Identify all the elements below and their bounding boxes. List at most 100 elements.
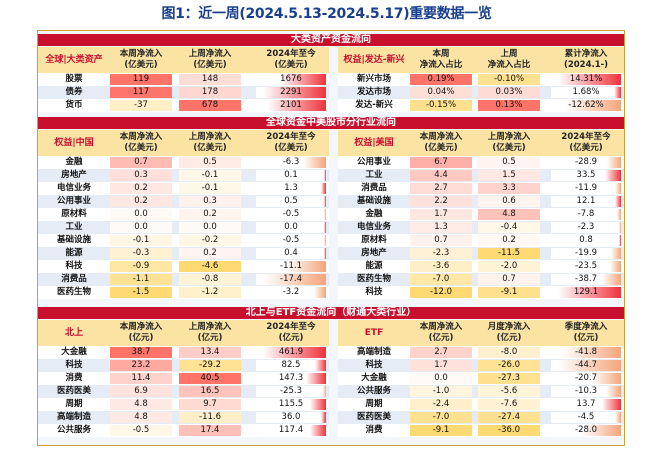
rights-flow-table: 权益|发达-新兴 本周 净流入占比 上周 净流入占比 累计净流入 (2024.1-) 新兴市场… bbox=[338, 47, 624, 112]
us-sector-table: 权益|美国 本周净流入 (亿美元) 上周净流入 (亿美元) 2024年至今 (亿美元) 公用事… bbox=[338, 130, 624, 299]
column-header: 季度净流入 (亿元) bbox=[564, 322, 608, 343]
bar-value: -3.2 bbox=[282, 287, 300, 297]
value-cell: 0.2 bbox=[110, 183, 172, 194]
bar-value: -0.5 bbox=[282, 235, 300, 245]
table-row: 股票 119 148 1676 bbox=[38, 73, 329, 86]
row-label-header: 权益|美国 bbox=[354, 137, 394, 148]
row-label: 科技 bbox=[65, 261, 83, 271]
row-label: 消费 bbox=[365, 425, 383, 435]
row-label: 消费品 bbox=[361, 183, 387, 193]
bar-track bbox=[256, 157, 326, 168]
value-cell: 0.13% bbox=[478, 100, 540, 111]
bar-track bbox=[551, 248, 621, 259]
table-row: 工业 4.4 1.5 33.5 bbox=[338, 169, 624, 182]
value-cell: -2.0 bbox=[478, 261, 540, 272]
table-row: 周期 4.8 9.7 115.5 bbox=[38, 398, 329, 411]
column-header: 上周净流入 (亿元) bbox=[188, 322, 232, 343]
data-bar bbox=[268, 100, 326, 111]
value-cell: -2.4 bbox=[410, 399, 472, 410]
data-bar bbox=[324, 209, 326, 220]
table-row: 公共服务 -0.5 17.4 117.4 bbox=[38, 424, 329, 437]
table-row: 基础设施 -0.1 -0.2 -0.5 bbox=[38, 234, 329, 247]
row-label: 房地产 bbox=[361, 248, 387, 258]
bar-value: -23.5 bbox=[575, 261, 597, 271]
column-header: 本周净流入 (亿美元) bbox=[119, 49, 163, 70]
table-row: 医药生物 -1.5 -1.2 -3.2 bbox=[38, 286, 329, 299]
value-cell: 0.7 bbox=[110, 157, 172, 168]
table-header: 权益|美国 本周净流入 (亿美元) 上周净流入 (亿美元) 2024年至今 (亿美元) bbox=[338, 130, 624, 156]
row-label: 能源 bbox=[365, 261, 383, 271]
data-bar bbox=[602, 399, 621, 410]
value-cell: 40.5 bbox=[179, 373, 241, 384]
bar-value: -11.9 bbox=[575, 183, 597, 193]
data-bar bbox=[310, 399, 326, 410]
row-label: 新兴市场 bbox=[356, 74, 391, 84]
value-cell: -0.4 bbox=[478, 222, 540, 233]
value-cell: 0.0 bbox=[179, 222, 241, 233]
row-label: 周期 bbox=[365, 399, 383, 409]
value-cell: -2.3 bbox=[410, 248, 472, 259]
value-cell: 0.3 bbox=[179, 196, 241, 207]
table-row: 原材料 0.7 0.2 0.8 bbox=[338, 234, 624, 247]
column-header: 上周净流入 (亿美元) bbox=[188, 132, 232, 153]
value-cell: -1.2 bbox=[179, 287, 241, 298]
data-bar bbox=[605, 170, 621, 181]
value-cell: 38.7 bbox=[110, 347, 172, 358]
table-row: 电信业务 1.3 -0.4 -2.3 bbox=[338, 221, 624, 234]
value-cell: 0.2 bbox=[179, 209, 241, 220]
row-label: 高端制造 bbox=[356, 347, 391, 357]
table-row: 能源 -0.3 0.2 0.4 bbox=[38, 247, 329, 260]
data-bar bbox=[602, 274, 621, 285]
table-row: 房地产 -2.3 -11.5 -19.9 bbox=[338, 247, 624, 260]
value-cell: 0.0 bbox=[110, 209, 172, 220]
data-bar bbox=[558, 74, 621, 85]
bar-track bbox=[256, 399, 326, 410]
data-bar bbox=[263, 347, 326, 358]
row-label: 大金融 bbox=[361, 373, 387, 383]
data-bar bbox=[619, 222, 621, 233]
data-bar bbox=[565, 100, 621, 111]
table-row: 高端制造 2.7 -8.0 -41.8 bbox=[338, 346, 624, 359]
bar-track bbox=[551, 399, 621, 410]
value-cell: -0.8 bbox=[179, 274, 241, 285]
column-header: 2024年至今 (亿美元) bbox=[561, 132, 611, 153]
value-cell: 4.8 bbox=[110, 412, 172, 423]
bar-value: 0.1 bbox=[284, 170, 298, 180]
value-cell: -0.9 bbox=[110, 261, 172, 272]
bar-value: -38.7 bbox=[575, 274, 597, 284]
bar-value: -25.3 bbox=[280, 386, 302, 396]
bar-value: -4.5 bbox=[577, 412, 595, 422]
bar-track bbox=[551, 87, 621, 98]
value-cell: 119 bbox=[110, 74, 172, 85]
data-bar bbox=[324, 248, 326, 259]
data-bar bbox=[607, 157, 621, 168]
bar-value: -41.8 bbox=[575, 347, 597, 357]
row-label: 医药医美 bbox=[56, 386, 91, 396]
value-cell: -37 bbox=[110, 100, 172, 111]
bar-track bbox=[256, 222, 326, 233]
column-header: 累计净流入 (2024.1-) bbox=[563, 49, 609, 70]
data-bar bbox=[324, 222, 326, 233]
data-bar bbox=[324, 196, 326, 207]
value-cell: -0.15% bbox=[410, 100, 472, 111]
table-row: 发达-新兴 -0.15% 0.13% -12.62% bbox=[338, 99, 624, 112]
table-row: 大金融 0.0 -27.3 -20.7 bbox=[338, 372, 624, 385]
etf-table: ETF 本周净流入 (亿元) 月度净流入 (亿元) 季度净流入 (亿元) 高端制造 2.7 -8.… bbox=[338, 320, 624, 437]
column-header: 本周净流入 (亿美元) bbox=[119, 132, 163, 153]
table-row: 医药医美 6.9 16.5 -25.3 bbox=[38, 385, 329, 398]
value-cell: -1.1 bbox=[110, 274, 172, 285]
table-row: 货币 -37 678 2101 bbox=[38, 99, 329, 112]
bar-value: -28.9 bbox=[575, 157, 597, 167]
table-row: 科技 -0.9 -4.6 -11.1 bbox=[38, 260, 329, 273]
row-label: 医药生物 bbox=[356, 274, 391, 284]
bar-value: 117.4 bbox=[278, 425, 304, 435]
value-cell: 6.7 bbox=[410, 157, 472, 168]
bar-value: 461.9 bbox=[278, 347, 304, 357]
bar-value: -2.3 bbox=[577, 222, 595, 232]
data-bar bbox=[286, 261, 326, 272]
column-header: 本周净流入 (亿元) bbox=[119, 322, 163, 343]
row-label-header: 权益|中国 bbox=[54, 137, 94, 148]
value-cell: 0.2 bbox=[478, 235, 540, 246]
bar-value: -0.5 bbox=[282, 209, 300, 219]
table-header: 全球|大类资产 本周净流入 (亿美元) 上周净流入 (亿美元) 2024年至今 (亿美元) bbox=[38, 47, 329, 73]
